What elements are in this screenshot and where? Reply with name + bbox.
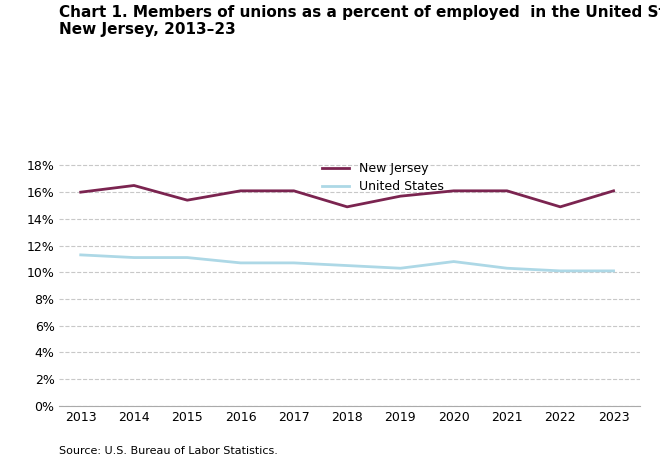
Text: Chart 1. Members of unions as a percent of employed  in the United States and
Ne: Chart 1. Members of unions as a percent …	[59, 5, 660, 37]
Text: Source: U.S. Bureau of Labor Statistics.: Source: U.S. Bureau of Labor Statistics.	[59, 446, 279, 456]
Legend: New Jersey, United States: New Jersey, United States	[318, 159, 448, 197]
